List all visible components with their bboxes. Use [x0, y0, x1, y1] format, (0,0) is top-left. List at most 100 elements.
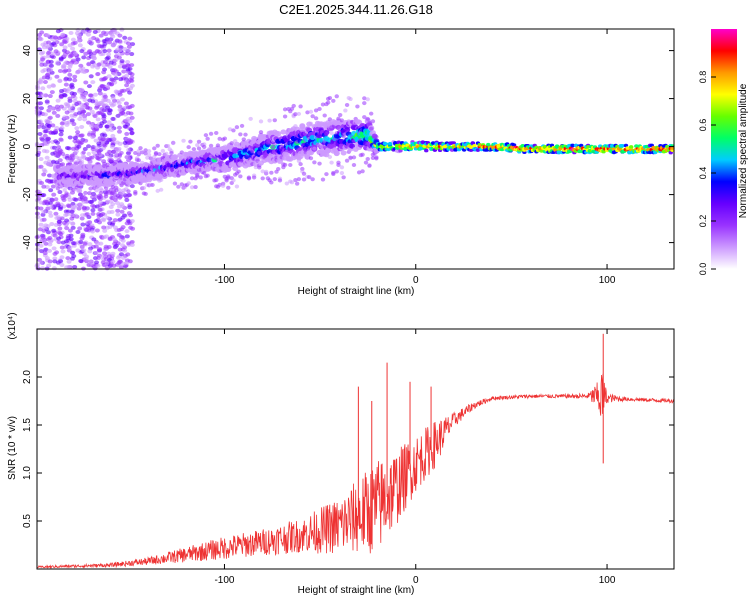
spectrogram-cell [305, 110, 310, 115]
spectrogram-cell [74, 126, 80, 131]
spectrogram-cell [67, 72, 73, 77]
spectrogram-cell [54, 250, 60, 255]
spectrogram-cell [93, 251, 99, 256]
spectrogram-cell [77, 43, 83, 48]
spectrogram-cell [52, 259, 58, 264]
spectrogram-cell [98, 190, 104, 195]
colorbar: 0.0 0.2 0.4 0.6 0.8 Normalized spectral ampl… [698, 29, 749, 275]
spectrogram-cell [90, 80, 96, 85]
spectrogram-cell [72, 40, 78, 45]
spectrogram-cell [275, 131, 282, 137]
spectrogram-cell [87, 191, 93, 196]
spectrogram-cell [76, 144, 82, 149]
spectrogram-cell [83, 51, 89, 56]
spectrogram-cell [47, 115, 53, 120]
spectrogram-cell [138, 146, 143, 151]
spectrogram-cell [113, 58, 119, 63]
colorbar-tick-label: 0.8 [698, 71, 708, 84]
spectrogram-cell [79, 87, 85, 92]
spectrogram-cell [37, 119, 43, 124]
spectrogram-cell [53, 49, 59, 54]
spectrogram-cell [40, 93, 46, 98]
spectrogram-cell [49, 222, 55, 227]
spectrogram-cell [119, 59, 125, 64]
spectrogram-cell [157, 152, 162, 157]
spectrogram-cell [64, 120, 70, 125]
colorbar-label: Normalized spectral amplitude [738, 83, 749, 218]
spectrogram-cell [92, 127, 98, 132]
spectrogram-cell [101, 63, 107, 68]
spectrogram-cell [117, 217, 123, 222]
spectrogram-cell [70, 201, 76, 206]
spectrogram-cell [79, 244, 85, 249]
spectrogram-cell [179, 182, 185, 187]
spectrogram-cell [86, 62, 92, 67]
spectrogram-cell [260, 176, 265, 181]
snr-y-tick-label: 1.5 [22, 418, 33, 432]
spectrogram-cell [73, 197, 79, 202]
spectrogram-cell [119, 150, 124, 155]
spectrogram-cell [102, 251, 108, 256]
spectrogram-cell [67, 96, 73, 101]
spectrogram-cell [39, 180, 45, 185]
spectrogram-cell [129, 72, 135, 77]
spectrogram-cell [234, 184, 240, 189]
spectrogram-cell [42, 68, 48, 73]
colorbar-ticks: 0.0 0.2 0.4 0.6 0.8 [698, 71, 716, 275]
spectrogram-cell [59, 163, 64, 168]
spectrogram-cell [75, 57, 81, 62]
spectrogram-cell [42, 251, 48, 256]
spectrogram-cell [77, 226, 83, 231]
spectrogram-cell [41, 225, 47, 230]
spectrogram-cell [53, 197, 59, 202]
spectrogram-cell [124, 131, 130, 136]
spectrogram-cell [186, 181, 191, 186]
spectrogram-cell [85, 32, 91, 37]
spectrogram-cell [43, 62, 49, 67]
spectrogram-cell [87, 40, 93, 45]
spectrogram-cell [38, 206, 44, 211]
spectrogram-cell [269, 180, 274, 185]
spectrogram-cell [47, 248, 53, 253]
spectrogram-cell [35, 108, 41, 113]
spectrogram-cell [67, 105, 73, 110]
spectrogram-cell [64, 218, 70, 223]
spectrogram-cell [35, 152, 41, 157]
spectrogram-cell [40, 266, 46, 271]
spectrogram-cell [394, 143, 400, 148]
spectrogram-cell [98, 200, 104, 205]
spectrogram-cell [117, 141, 123, 146]
spectrogram-cell [43, 129, 49, 134]
spectrogram-cell [40, 57, 46, 62]
spectrogram-cell [50, 151, 56, 156]
spectrogram-cell [196, 139, 202, 144]
spectrogram-cell [57, 226, 63, 231]
spectrogram-cell [308, 156, 314, 161]
spectrogram-cell [90, 203, 96, 208]
snr-y-label: SNR (10 * v/v) [7, 416, 18, 480]
spectrogram-cell [365, 97, 370, 102]
spectrogram-cell [110, 116, 116, 121]
spectrogram-cell [116, 260, 122, 265]
spectrogram-cell [64, 193, 69, 198]
spectrogram-cell [63, 102, 69, 107]
spectrogram-cell [95, 241, 101, 246]
spectrogram-cell [70, 58, 76, 63]
spectrogram-cell [362, 96, 367, 101]
spectrogram-cell [70, 46, 76, 51]
spectrogram-cell [59, 129, 65, 134]
spectrogram-cell [110, 43, 116, 48]
spectrogram-x-label: Height of straight line (km) [298, 286, 415, 297]
spectrogram-cell [129, 115, 135, 120]
spectrogram-cell [97, 247, 103, 252]
spectrogram-cell [308, 121, 314, 126]
spectrogram-cell [79, 133, 85, 138]
spectrogram-cell [47, 173, 53, 178]
spectrogram-cell [339, 171, 345, 176]
spectrogram-cell [125, 151, 131, 156]
colorbar-tick-label: 0.2 [698, 215, 708, 228]
spectrogram-cell [251, 175, 257, 180]
spectrogram-cell [62, 45, 68, 50]
spectrogram-cell [78, 259, 84, 264]
spectrogram-cell [38, 37, 44, 42]
